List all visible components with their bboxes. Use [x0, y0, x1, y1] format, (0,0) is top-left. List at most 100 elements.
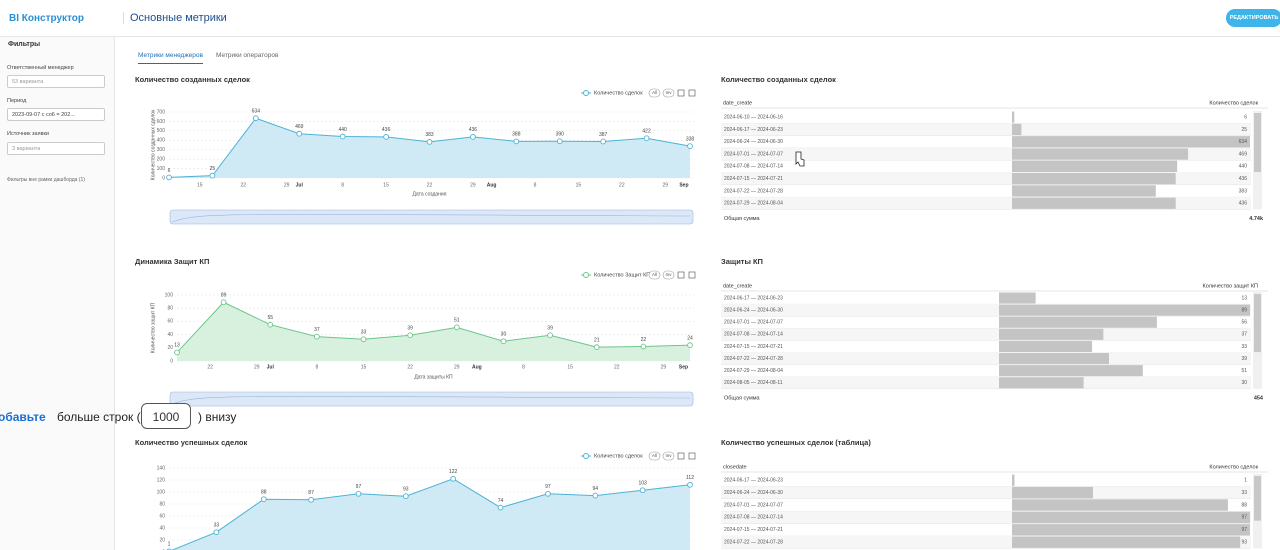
- x-tick-label: 15: [576, 182, 582, 188]
- point: [687, 342, 693, 349]
- filter-date[interactable]: 2023-09-07 с co6 = 202...: [7, 108, 105, 121]
- table-title: Количество успешных сделок (таблица): [721, 438, 871, 447]
- x-tick-label: Jul: [267, 364, 275, 370]
- rows-input[interactable]: 1000: [141, 403, 191, 429]
- row-value: 383: [1239, 188, 1248, 194]
- chart-control-label: All: [652, 272, 657, 277]
- row-label: 2024-07-08 — 2024-07-14: [724, 332, 783, 338]
- row-label: 2024-06-24 — 2024-06-30: [724, 139, 783, 145]
- point: [296, 130, 303, 137]
- value-label: 97: [356, 484, 362, 490]
- x-axis-title: Дата создания: [413, 191, 447, 197]
- x-tick-label: 8: [341, 182, 344, 188]
- row-label: 2024-06-17 — 2024-06-23: [724, 295, 783, 301]
- chart-tool: [688, 89, 696, 97]
- scrollbar-track: [1253, 111, 1262, 210]
- row-value: 97: [1241, 527, 1247, 533]
- dashboard-selector[interactable]: Основные метрики: [123, 12, 227, 24]
- value-label: 13: [174, 343, 180, 349]
- value-label: 440: [338, 127, 347, 133]
- row-value: 25: [1241, 127, 1247, 133]
- value-label: 388: [512, 132, 521, 138]
- y-tick-label: 80: [159, 501, 165, 507]
- chart-title: Динамика Защит КП: [135, 257, 209, 266]
- row-value: 33: [1241, 344, 1247, 350]
- row-label: 2024-07-29 — 2024-08-04: [724, 368, 783, 374]
- point: [592, 492, 599, 499]
- chart-control-label: Inv: [665, 272, 672, 277]
- brand[interactable]: BI Конструктор: [9, 13, 85, 24]
- sidebar: Фильтры Ответственный менеджер 53 вариан…: [0, 37, 115, 550]
- value-label: 422: [642, 129, 651, 135]
- row-stripe: [721, 536, 1251, 549]
- line: [171, 478, 691, 550]
- range-slider: [169, 391, 694, 407]
- row-stripe: [721, 511, 1251, 524]
- tab-active[interactable]: Метрики менеджеров: [138, 52, 203, 64]
- chart-control-label: All: [652, 90, 657, 95]
- row-label: 2024-07-15 — 2024-07-21: [724, 344, 783, 350]
- row-stripe: [721, 376, 1251, 389]
- point: [402, 493, 409, 500]
- cell-bar: [1012, 524, 1250, 536]
- row-label: 2024-06-24 — 2024-06-30: [724, 490, 783, 496]
- chart-control: [648, 88, 661, 98]
- y-axis-title: Количество созданных сделок: [150, 109, 156, 180]
- range-slider-preview: [171, 214, 691, 223]
- value-label: 1: [168, 542, 171, 548]
- outside-filters[interactable]: Фильтры вне рамки дашборда (1): [7, 177, 85, 183]
- column-header: date_create: [723, 283, 752, 289]
- y-tick-label: 20: [159, 537, 165, 543]
- row-stripe: [721, 197, 1251, 210]
- point: [209, 172, 216, 179]
- row-stripe: [721, 147, 1251, 161]
- cell-bar: [999, 328, 1104, 340]
- cell-bar: [1012, 511, 1250, 524]
- x-tick-label: 22: [207, 364, 213, 370]
- value-label: 122: [449, 469, 458, 475]
- point: [640, 343, 647, 350]
- row-stripe: [721, 304, 1251, 317]
- chart-tool: [677, 271, 685, 279]
- cell-bar: [1012, 486, 1093, 499]
- cell-bar: [1012, 123, 1022, 136]
- cell-bar: [999, 340, 1093, 352]
- filter-label: Период: [7, 98, 27, 104]
- x-tick-label: 29: [284, 182, 290, 188]
- chart-control: [648, 270, 661, 280]
- tab[interactable]: Метрики операторов: [216, 52, 279, 59]
- legend-label: Количество сделок: [594, 90, 643, 96]
- chart-control: [648, 451, 661, 461]
- y-tick-label: 60: [159, 513, 165, 519]
- y-tick-label: 20: [167, 345, 173, 351]
- point: [355, 490, 362, 497]
- x-tick-label: 29: [454, 364, 460, 370]
- point: [687, 481, 693, 488]
- value-label: 25: [210, 166, 216, 172]
- value-label: 21: [594, 337, 600, 343]
- total-label: Общая сумма: [724, 395, 761, 401]
- scrollbar-thumb: [1254, 113, 1261, 173]
- value-label: 93: [403, 487, 409, 493]
- area: [169, 118, 690, 178]
- point: [174, 349, 180, 356]
- chart-tool: [677, 452, 685, 460]
- point: [450, 475, 457, 482]
- point: [547, 332, 553, 339]
- filter-select[interactable]: 3 варианта: [7, 142, 105, 155]
- filter-select[interactable]: 53 варианта: [7, 75, 105, 88]
- y-tick-label: 300: [157, 147, 166, 153]
- row-stripe: [721, 123, 1251, 136]
- edit-button[interactable]: РЕДАКТИРОВАТЬ: [1226, 9, 1280, 27]
- x-tick-label: 29: [662, 182, 668, 188]
- column-header: Количество сделок: [1209, 100, 1258, 106]
- add-rows-link[interactable]: обавьте: [0, 410, 46, 424]
- row-value: 93: [1241, 540, 1247, 546]
- point: [500, 338, 507, 345]
- cell-bar: [1012, 148, 1189, 160]
- filter-label: Источник заявки: [7, 131, 49, 137]
- point: [166, 174, 172, 181]
- value-label: 103: [638, 481, 647, 487]
